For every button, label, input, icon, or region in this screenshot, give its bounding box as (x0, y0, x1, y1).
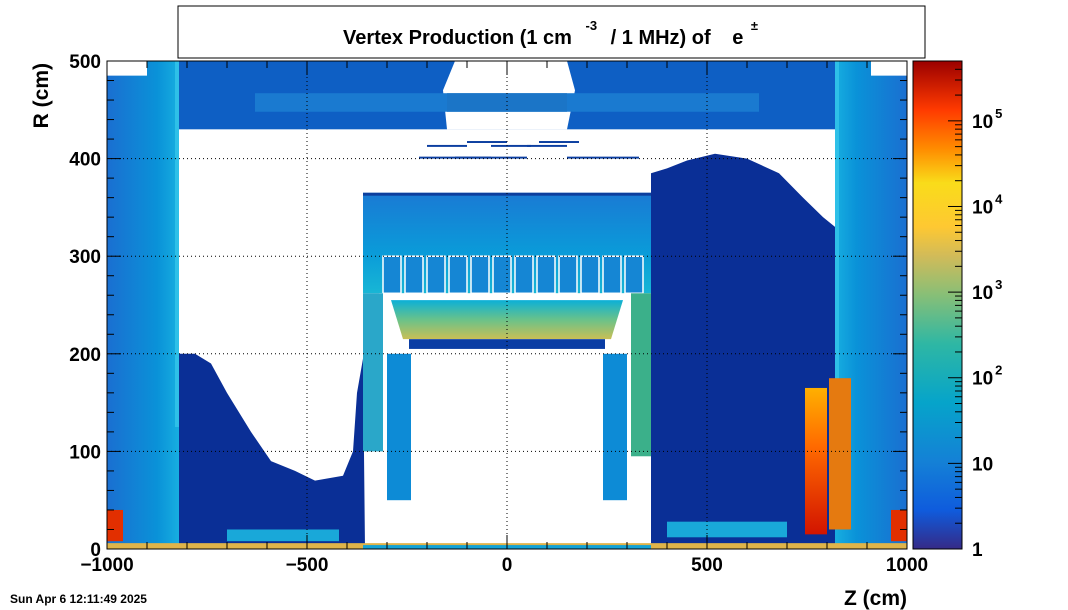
barrel-rim-top (363, 192, 651, 196)
y-tick-label: 500 (69, 52, 101, 73)
endcap-hot-right-2 (829, 378, 851, 530)
barrel-slot-10 (602, 255, 622, 295)
x-axis-label: Z (cm) (844, 587, 907, 610)
barrel-slot-7 (536, 255, 556, 295)
y-tick-label: 200 (69, 345, 101, 366)
title-main: Vertex Production (1 cm (343, 27, 572, 49)
cavern-right (651, 153, 835, 549)
barrel-slot-0 (382, 255, 402, 295)
title-rest: / 1 MHz) of (611, 27, 711, 49)
timestamp: Sun Apr 6 12:11:49 2025 (10, 592, 147, 606)
y-tick-label: 300 (69, 247, 101, 268)
endcap-right-hot (891, 509, 907, 542)
chart-title: Vertex Production (1 cm -3 / 1 MHz) of e… (343, 13, 758, 49)
x-tick-labels: −1000 −500 0 500 1000 (80, 555, 928, 576)
cavern-left (179, 353, 365, 549)
y-tick-label: 400 (69, 150, 101, 171)
barrel-slot-9 (580, 255, 600, 295)
shield-notch-right (871, 61, 907, 76)
upper-strut-7 (539, 141, 579, 143)
support-right-inner (603, 353, 627, 501)
x-tick-label: 500 (691, 555, 723, 576)
upper-strut-1 (455, 156, 527, 159)
barrel-slot-3 (448, 255, 468, 295)
shield-inner-right (835, 61, 839, 403)
support-right-outer (631, 293, 651, 457)
upper-strut-5 (527, 144, 567, 147)
barrel-bottom-bar (379, 293, 635, 301)
colorbar-label: 10 4 (972, 191, 1003, 218)
barrel-slot-1 (404, 255, 424, 295)
upper-strut-6 (467, 141, 507, 143)
barrel-slot-11 (624, 255, 644, 295)
x-tick-label: 1000 (886, 555, 928, 576)
axis-ticks (106, 60, 908, 550)
x-tick-label: −1000 (80, 555, 133, 576)
title-exponent: -3 (586, 18, 598, 33)
colorbar-label: 10 (972, 454, 993, 475)
colorbar (912, 60, 963, 550)
colorbar-ticks (948, 60, 962, 550)
upper-strut-4 (491, 144, 531, 147)
y-tick-label: 0 (90, 540, 101, 561)
shield-notch-left (107, 61, 147, 76)
title-particle-sup: ± (751, 18, 758, 33)
top-band-stripe-hole (447, 93, 567, 112)
barrel-slot-5 (492, 255, 512, 295)
y-tick-label: 100 (69, 442, 101, 463)
barrel-slot-8 (558, 255, 578, 295)
colorbar-label: 1 (972, 540, 983, 561)
x-tick-label: −500 (286, 555, 329, 576)
title-box (177, 5, 926, 59)
ecal-ring (409, 339, 605, 349)
floor-plate-left (227, 529, 339, 542)
shield-inner-left (175, 61, 179, 427)
endcap-left-hot (107, 509, 123, 542)
upper-strut-2 (567, 156, 639, 159)
support-left-inner (387, 353, 411, 501)
barrel-core (413, 353, 601, 501)
barrel-slot-4 (470, 255, 490, 295)
forward-shield-left (107, 61, 179, 549)
barrel-slot-6 (514, 255, 534, 295)
floor-plate-right (667, 521, 787, 538)
colorbar-label: 10 2 (972, 363, 1002, 390)
x-tick-label: 0 (502, 555, 513, 576)
colorbar-label: 10 3 (972, 277, 1002, 304)
colorbar-label: 10 5 (972, 106, 1002, 133)
barrel-slot-2 (426, 255, 446, 295)
upper-strut-3 (427, 144, 467, 147)
title-particle: e (732, 27, 743, 49)
support-left-outer (363, 293, 383, 452)
ecal-trapezoid (391, 300, 623, 340)
grid-lines (107, 61, 907, 549)
y-axis-label: R (cm) (30, 63, 53, 128)
y-tick-labels: 0 100 200 300 400 500 (69, 52, 101, 561)
endcap-hot-right (805, 387, 827, 535)
